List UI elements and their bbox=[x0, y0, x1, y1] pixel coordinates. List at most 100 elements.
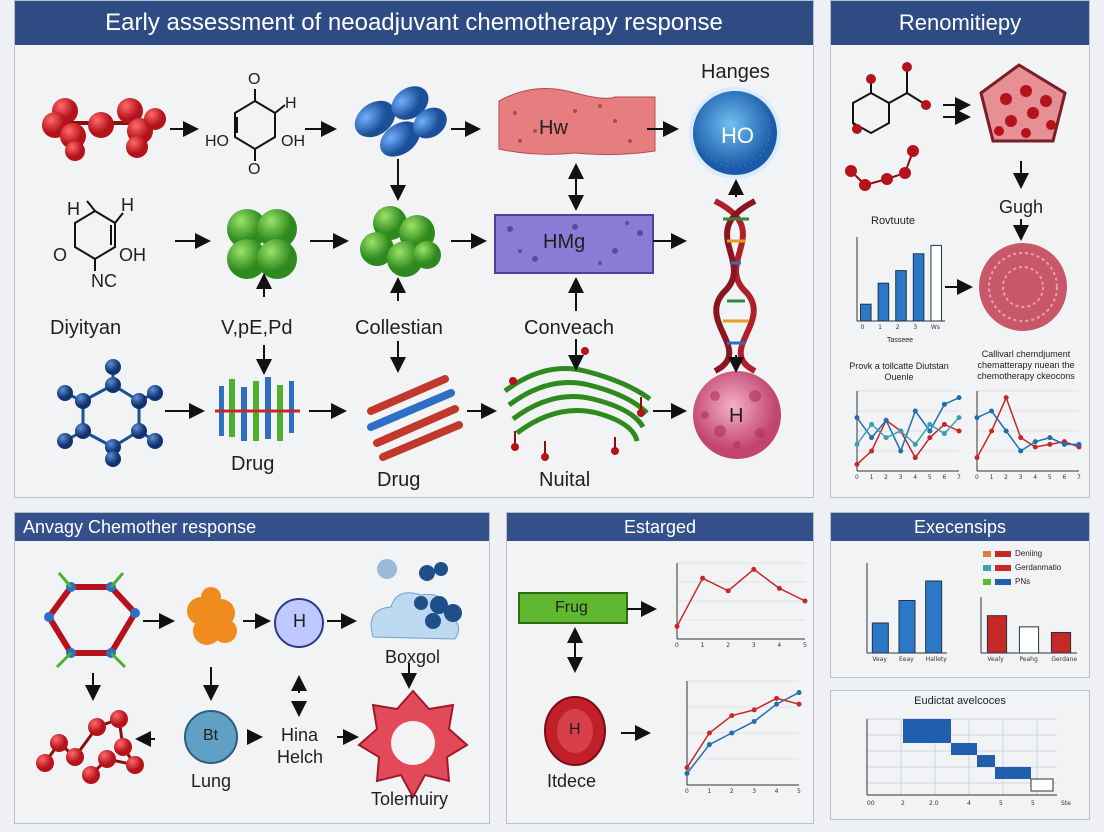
data-point bbox=[796, 701, 802, 707]
label-h-cell: H bbox=[729, 405, 744, 427]
label-gugh: Gugh bbox=[999, 197, 1044, 217]
series-line bbox=[686, 691, 800, 774]
tissue-sample-icon bbox=[498, 88, 656, 156]
data-point bbox=[941, 431, 947, 437]
data-point bbox=[751, 566, 757, 572]
tick-label: 5 bbox=[1048, 474, 1052, 481]
bottom-mid-diagram: 0 1 2 3 4 5 0 1 2 3 4 5 bbox=[518, 562, 808, 795]
red-chain-molecule-icon bbox=[36, 710, 144, 784]
quinone-structure-icon bbox=[234, 89, 286, 161]
tick-label: Veay bbox=[872, 656, 887, 663]
bar bbox=[1018, 626, 1040, 654]
gantt-bar-3 bbox=[977, 755, 995, 767]
series-line bbox=[856, 396, 960, 453]
tick-label: 2 bbox=[884, 474, 888, 481]
data-point bbox=[674, 623, 680, 629]
tick-label: 0 bbox=[855, 474, 859, 481]
bar-chart-3: Vealy Peahg Gerdane bbox=[980, 597, 1077, 663]
label-collestian: Collestian bbox=[355, 317, 443, 339]
series-line bbox=[676, 568, 806, 627]
data-point bbox=[1003, 428, 1009, 434]
tick-label: 6 bbox=[1062, 474, 1066, 481]
data-point bbox=[869, 448, 875, 454]
atom-oh-ring: OH bbox=[119, 245, 146, 265]
data-point bbox=[706, 742, 712, 748]
data-point bbox=[941, 421, 947, 427]
tick-label: 5 bbox=[928, 474, 932, 481]
bm-label-itdece: Itdece bbox=[547, 771, 597, 791]
nuital-fiber-icon bbox=[503, 347, 652, 461]
right-top-title: Renomitiepy bbox=[831, 1, 1089, 45]
tick-label: 3 bbox=[1019, 474, 1023, 481]
bottom-mid-panel: Estarged 0 1 2 3 4 5 0 1 2 3 4 5 Frug H Itdece bbox=[506, 512, 814, 824]
bm-label-frug: Frug bbox=[555, 599, 588, 616]
orange-protein-icon bbox=[187, 587, 237, 645]
ring-structure-icon bbox=[74, 200, 124, 271]
data-point bbox=[912, 408, 918, 414]
data-point bbox=[751, 707, 757, 713]
line-chart-3: 0 1 2 3 4 5 bbox=[684, 680, 802, 795]
tick-label: 1 bbox=[878, 324, 882, 331]
label-nuital: Nuital bbox=[539, 469, 591, 491]
data-point bbox=[1032, 444, 1038, 450]
frug-box bbox=[518, 592, 628, 624]
data-point bbox=[729, 713, 735, 719]
line-chart-1: 0 1 2 3 4 5 6 7 bbox=[854, 390, 962, 481]
bl-label-hina: Hina bbox=[281, 725, 319, 745]
bar bbox=[986, 615, 1008, 654]
bar-chart-2: Veay Eeay Hallety bbox=[866, 563, 947, 663]
data-point bbox=[912, 441, 918, 447]
tick-label: 1 bbox=[990, 474, 994, 481]
data-point bbox=[898, 428, 904, 434]
bottom-left-panel: Anvagy Chemother response bbox=[14, 512, 490, 824]
bar bbox=[898, 600, 916, 654]
ring-complex-icon bbox=[44, 572, 140, 669]
tick-label: Eeay bbox=[899, 656, 914, 663]
bar bbox=[930, 244, 942, 322]
chain-molecule-icon bbox=[845, 145, 919, 191]
data-point bbox=[774, 701, 780, 707]
red-star-structure-icon bbox=[357, 689, 469, 800]
label-hmg: HMg bbox=[543, 231, 586, 253]
tick-label: 4 bbox=[777, 642, 781, 649]
series-line bbox=[976, 410, 1079, 453]
legend-item-1: Deniing bbox=[1015, 549, 1043, 558]
data-point bbox=[869, 435, 875, 441]
bl-label-boxgol: Boxgol bbox=[385, 647, 441, 667]
atom-h: H bbox=[285, 95, 297, 112]
label-conveach: Conveach bbox=[524, 317, 615, 339]
data-point bbox=[854, 415, 860, 421]
tick-label: 1 bbox=[870, 474, 874, 481]
data-point bbox=[751, 718, 757, 724]
main-diagram bbox=[42, 86, 781, 467]
bar bbox=[925, 580, 943, 654]
data-point bbox=[854, 441, 860, 447]
tick-label: 0 bbox=[975, 474, 979, 481]
bottom-right-panel: Execensips Veay Eeay Hallety Vealy Peahg Ger… bbox=[830, 512, 1090, 678]
data-point bbox=[974, 455, 980, 461]
tick-label: 2 bbox=[730, 788, 734, 795]
series-line bbox=[976, 395, 1080, 459]
green-cluster-icon bbox=[360, 206, 441, 277]
legend-item-3: PNs bbox=[1015, 577, 1031, 586]
tick-label: 1 bbox=[701, 642, 705, 649]
blue-cell-icon bbox=[689, 87, 781, 179]
atom-o-ring: O bbox=[53, 245, 68, 265]
bl-label-h: H bbox=[293, 611, 306, 631]
label-hanges: Hanges bbox=[701, 61, 770, 83]
atom-ho: HO bbox=[205, 133, 229, 150]
pentagon-cell-icon bbox=[979, 63, 1067, 143]
label-ho-cell: HO bbox=[721, 123, 754, 148]
series-line bbox=[686, 697, 800, 769]
atom-h-left: H bbox=[67, 199, 80, 219]
data-point bbox=[956, 395, 962, 401]
series-line bbox=[856, 419, 960, 465]
tick-label: 5 bbox=[797, 788, 801, 795]
tick-label: 3 bbox=[913, 324, 917, 331]
gantt-chart: 00 2 2.0 4 5 5 Ste bbox=[866, 718, 1071, 807]
gantt-tick: 5 bbox=[999, 800, 1003, 807]
rovtuute-bar-chart: 0 1 2 3 Ws bbox=[856, 237, 945, 331]
bar bbox=[860, 303, 872, 322]
bottom-right-charts: Veay Eeay Hallety Vealy Peahg Gerdane bbox=[866, 551, 1077, 663]
gantt-bar-2 bbox=[951, 743, 977, 755]
